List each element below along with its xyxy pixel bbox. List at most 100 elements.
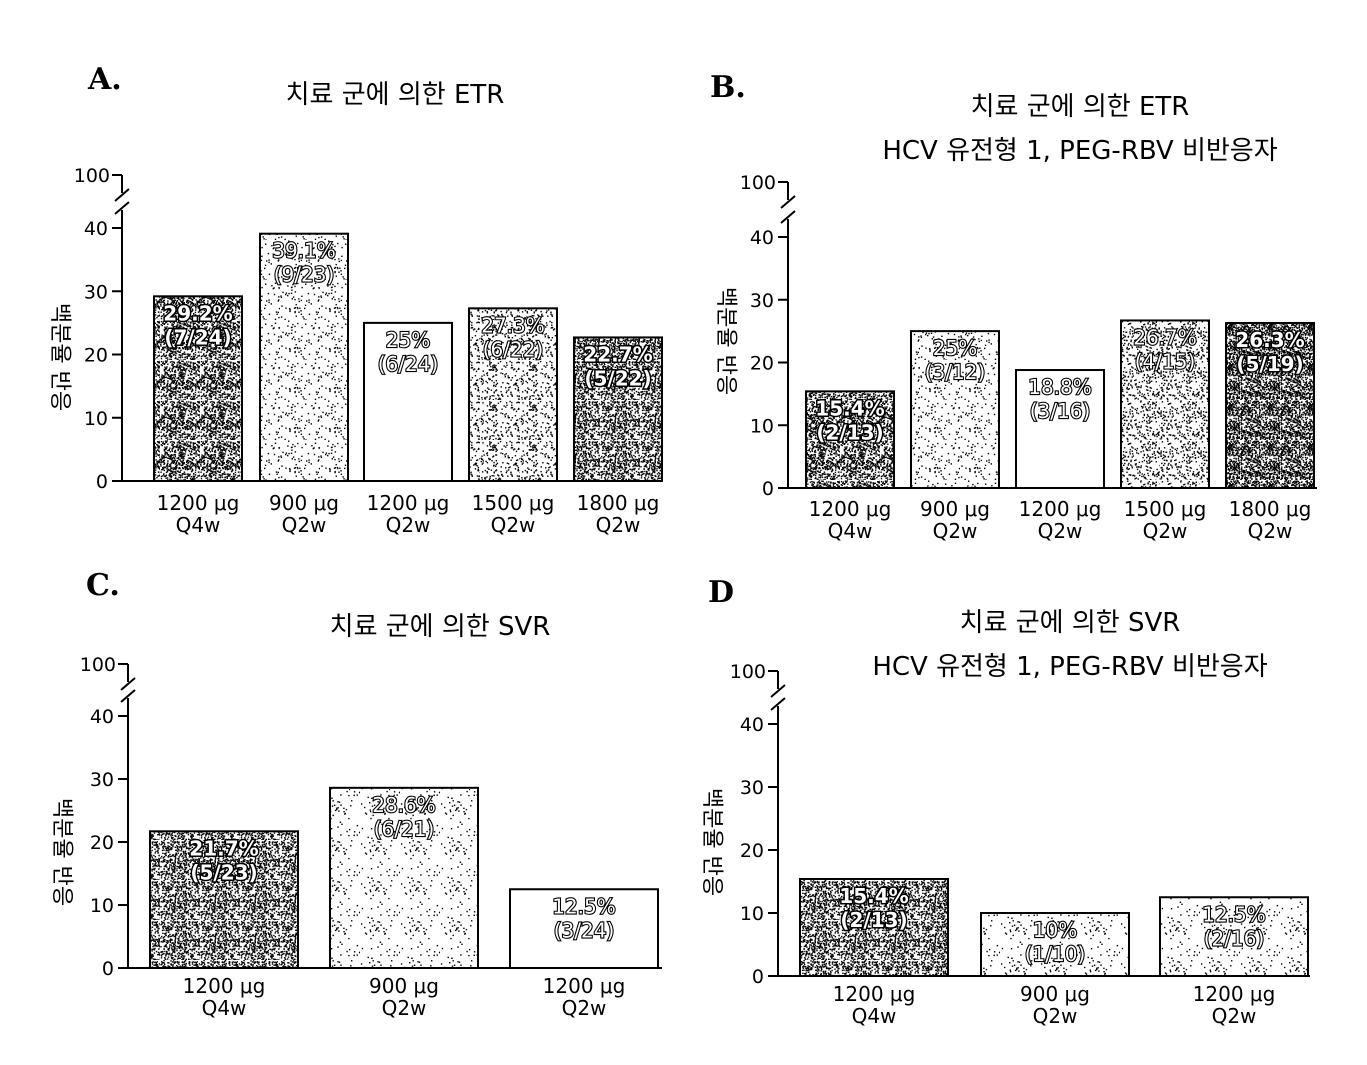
bar-value-label: 12.5% <box>552 894 616 918</box>
x-tick-label: 1800 μg <box>1229 497 1312 521</box>
axis-break-mark <box>114 188 130 202</box>
bar-count-label: (6/24) <box>378 352 439 376</box>
panel-letter: B. <box>710 70 746 105</box>
x-tick-label: Q4w <box>828 519 873 543</box>
bar-value-label: 26.3% <box>1235 328 1304 352</box>
y-axis-label: 백분율 반응 <box>699 787 724 897</box>
y-tick-label: 20 <box>90 832 114 854</box>
y-tick-label: 10 <box>84 408 108 430</box>
x-tick-label: Q2w <box>386 513 431 537</box>
x-tick-label: 1200 μg <box>833 982 916 1006</box>
y-tick-label: 20 <box>750 353 774 375</box>
bar-value-label: 15.4% <box>815 396 884 420</box>
bar <box>329 786 479 969</box>
y-tick-label: 0 <box>752 966 764 988</box>
y-axis-label: 백분율 반응 <box>49 797 74 907</box>
bar-count-label: (2/13) <box>840 908 907 932</box>
bar-value-label: 26.7% <box>1133 325 1197 349</box>
bar-count-label: (4/15) <box>1135 349 1196 373</box>
chart-title: 치료 군에 의한 ETR <box>970 92 1190 122</box>
x-tick-label: 900 μg <box>1020 982 1090 1006</box>
bar-value-label: 21.7% <box>189 836 258 860</box>
chart-title: 치료 군에 의한 ETR <box>285 80 505 110</box>
y-tick-label: 100 <box>80 654 116 676</box>
x-tick-label: Q2w <box>1212 1004 1257 1028</box>
chart-title: HCV 유전형 1, PEG-RBV 비반응자 <box>882 136 1278 166</box>
bar-count-label: (5/22) <box>584 366 651 390</box>
bar-value-label: 10% <box>1033 918 1077 942</box>
panel-letter: C. <box>86 568 120 603</box>
axis-break-mark <box>120 689 136 703</box>
bar-count-label: (5/23) <box>190 860 257 884</box>
y-tick-label: 40 <box>750 227 774 249</box>
bar <box>259 232 349 482</box>
y-tick-label: 10 <box>740 903 764 925</box>
bar-count-label: (3/12) <box>925 360 986 384</box>
bar-count-label: (2/16) <box>1204 926 1265 950</box>
y-axis-label: 백분율 반응 <box>713 286 738 396</box>
x-tick-label: 1500 μg <box>1124 497 1207 521</box>
y-tick-label: 30 <box>740 777 764 799</box>
bar-count-label: (3/16) <box>1030 399 1091 423</box>
bar <box>910 330 1000 489</box>
bar-value-label: 28.6% <box>372 793 436 817</box>
x-tick-label: 900 μg <box>369 974 439 998</box>
x-tick-label: Q4w <box>176 513 221 537</box>
y-tick-label: 20 <box>84 345 108 367</box>
y-axis-label: 백분율 반응 <box>47 302 72 412</box>
bar-count-label: (1/10) <box>1025 942 1086 966</box>
bar <box>980 912 1130 977</box>
x-tick-label: 1200 μg <box>1193 982 1276 1006</box>
bar-count-label: (6/22) <box>483 337 544 361</box>
bar-value-label: 22.7% <box>583 342 652 366</box>
x-tick-label: Q4w <box>202 996 247 1020</box>
x-tick-label: Q2w <box>596 513 641 537</box>
x-tick-label: Q2w <box>562 996 607 1020</box>
axis-break-mark <box>780 210 796 224</box>
bar <box>573 336 663 482</box>
bar <box>799 877 949 977</box>
bar-value-label: 29.2% <box>163 301 232 325</box>
x-tick-label: Q2w <box>491 513 536 537</box>
y-tick-label: 30 <box>750 290 774 312</box>
y-tick-label: 0 <box>96 471 108 493</box>
x-tick-label: Q4w <box>852 1004 897 1028</box>
x-tick-label: Q2w <box>1143 519 1188 543</box>
y-tick-label: 100 <box>740 172 776 194</box>
y-tick-label: 30 <box>84 281 108 303</box>
y-tick-label: 40 <box>84 218 108 240</box>
x-tick-label: 900 μg <box>920 497 990 521</box>
bar <box>1159 896 1309 977</box>
bar-value-label: 18.8% <box>1028 375 1092 399</box>
x-tick-label: 1200 μg <box>1019 497 1102 521</box>
y-tick-label: 10 <box>750 415 774 437</box>
x-tick-label: Q2w <box>1033 1004 1078 1028</box>
y-tick-label: 0 <box>762 478 774 500</box>
x-tick-label: Q2w <box>382 996 427 1020</box>
chart-title: HCV 유전형 1, PEG-RBV 비반응자 <box>872 652 1268 682</box>
bar-count-label: (6/21) <box>374 817 435 841</box>
axis-break-mark <box>770 697 786 711</box>
bar <box>363 321 453 482</box>
x-tick-label: 1200 μg <box>183 974 266 998</box>
bar <box>509 888 659 969</box>
y-tick-label: 100 <box>74 165 110 187</box>
y-tick-label: 0 <box>102 958 114 980</box>
bar-value-label: 27.3% <box>481 313 545 337</box>
x-tick-label: Q2w <box>1038 519 1083 543</box>
axis-break-mark <box>780 195 796 209</box>
x-tick-label: 1200 μg <box>809 497 892 521</box>
axis-break-mark <box>114 201 130 215</box>
x-tick-label: 1200 μg <box>157 491 240 515</box>
x-tick-label: 900 μg <box>269 491 339 515</box>
bar <box>468 307 558 483</box>
bar <box>805 390 895 489</box>
bar <box>1225 321 1315 489</box>
panel-letter: D <box>708 575 735 610</box>
chart-title: 치료 군에 의한 SVR <box>959 608 1181 638</box>
x-tick-label: 1200 μg <box>367 491 450 515</box>
